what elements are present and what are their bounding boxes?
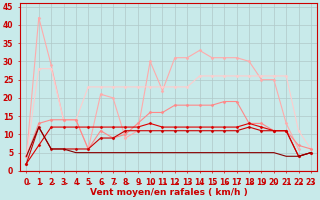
X-axis label: Vent moyen/en rafales ( km/h ): Vent moyen/en rafales ( km/h ) [90,188,248,197]
